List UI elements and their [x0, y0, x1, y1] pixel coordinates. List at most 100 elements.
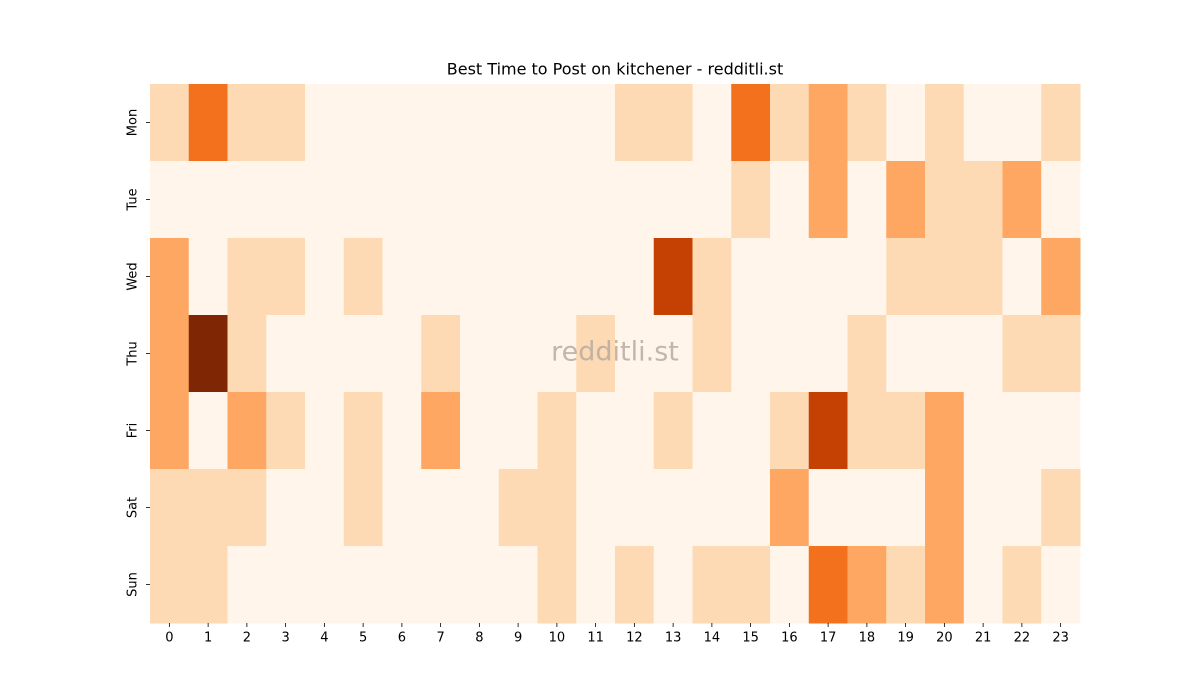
cell: [731, 84, 771, 162]
cell: [692, 546, 732, 624]
cell: [266, 546, 306, 624]
y-tick-label: Mon: [126, 109, 141, 136]
cell: [847, 469, 887, 547]
cell: [770, 238, 810, 316]
cell: [886, 546, 926, 624]
cell: [460, 315, 500, 393]
cell: [498, 469, 538, 547]
cell: [1002, 238, 1042, 316]
cell: [305, 238, 345, 316]
cell: [460, 469, 500, 547]
cell: [576, 238, 616, 316]
cell: [963, 315, 1003, 393]
cell: [808, 238, 848, 316]
cell: [615, 546, 655, 624]
cell: [498, 161, 538, 239]
cell: [731, 392, 771, 470]
cell: [305, 469, 345, 547]
cell: [305, 84, 345, 162]
cell: [421, 469, 461, 547]
y-tick-label: Sun: [126, 572, 141, 597]
cell: [1041, 84, 1081, 162]
x-tick-label: 16: [781, 631, 798, 646]
cell: [770, 161, 810, 239]
chart-title: Best Time to Post on kitchener - redditl…: [447, 60, 783, 79]
cell: [188, 469, 228, 547]
cell: [1041, 469, 1081, 547]
cell: [731, 315, 771, 393]
x-tick-label: 1: [204, 631, 212, 646]
cell: [266, 84, 306, 162]
cell: [886, 238, 926, 316]
cell: [266, 315, 306, 393]
x-tick-label: 12: [626, 631, 643, 646]
cell: [615, 469, 655, 547]
y-tick-label: Thu: [126, 341, 141, 366]
cell: [653, 469, 693, 547]
cell: [150, 84, 190, 162]
cell: [382, 238, 422, 316]
cell: [150, 546, 190, 624]
cell: [886, 315, 926, 393]
cell: [537, 238, 577, 316]
x-tick-label: 15: [742, 631, 759, 646]
cell: [808, 315, 848, 393]
x-tick-label: 10: [549, 631, 566, 646]
cell: [770, 469, 810, 547]
cell: [382, 469, 422, 547]
cell: [227, 161, 267, 239]
cell: [460, 392, 500, 470]
cell: [266, 161, 306, 239]
cell: [537, 84, 577, 162]
cell: [963, 161, 1003, 239]
cell: [343, 315, 383, 393]
cell: [343, 161, 383, 239]
cell: [963, 238, 1003, 316]
x-tick-label: 6: [398, 631, 406, 646]
cell: [1002, 161, 1042, 239]
cell: [692, 161, 732, 239]
x-tick-label: 21: [975, 631, 992, 646]
cell: [808, 161, 848, 239]
cell: [343, 238, 383, 316]
cell: [498, 392, 538, 470]
cell: [1041, 238, 1081, 316]
x-tick-label: 11: [587, 631, 604, 646]
cell: [421, 238, 461, 316]
cell: [576, 84, 616, 162]
x-tick-label: 22: [1014, 631, 1031, 646]
cell: [615, 238, 655, 316]
cell: [692, 84, 732, 162]
cell: [576, 546, 616, 624]
cell: [266, 469, 306, 547]
cell: [731, 546, 771, 624]
y-tick-label: Wed: [126, 262, 141, 290]
cell: [498, 84, 538, 162]
cell: [925, 161, 965, 239]
cell: [886, 161, 926, 239]
cell: [498, 315, 538, 393]
cell: [382, 315, 422, 393]
x-tick-label: 20: [936, 631, 953, 646]
cell: [305, 546, 345, 624]
cell: [731, 161, 771, 239]
cell: [421, 392, 461, 470]
cell: [537, 469, 577, 547]
cell: [1002, 546, 1042, 624]
cell: [188, 84, 228, 162]
cell: [498, 546, 538, 624]
cell: [653, 546, 693, 624]
cell: [1002, 315, 1042, 393]
cell: [460, 84, 500, 162]
cell: [653, 315, 693, 393]
x-tick-label: 14: [704, 631, 721, 646]
cell: [653, 84, 693, 162]
cell: [382, 84, 422, 162]
cell: [615, 161, 655, 239]
cell: [847, 392, 887, 470]
cell: [421, 161, 461, 239]
x-tick-label: 2: [243, 631, 251, 646]
cell: [770, 84, 810, 162]
cell: [460, 546, 500, 624]
